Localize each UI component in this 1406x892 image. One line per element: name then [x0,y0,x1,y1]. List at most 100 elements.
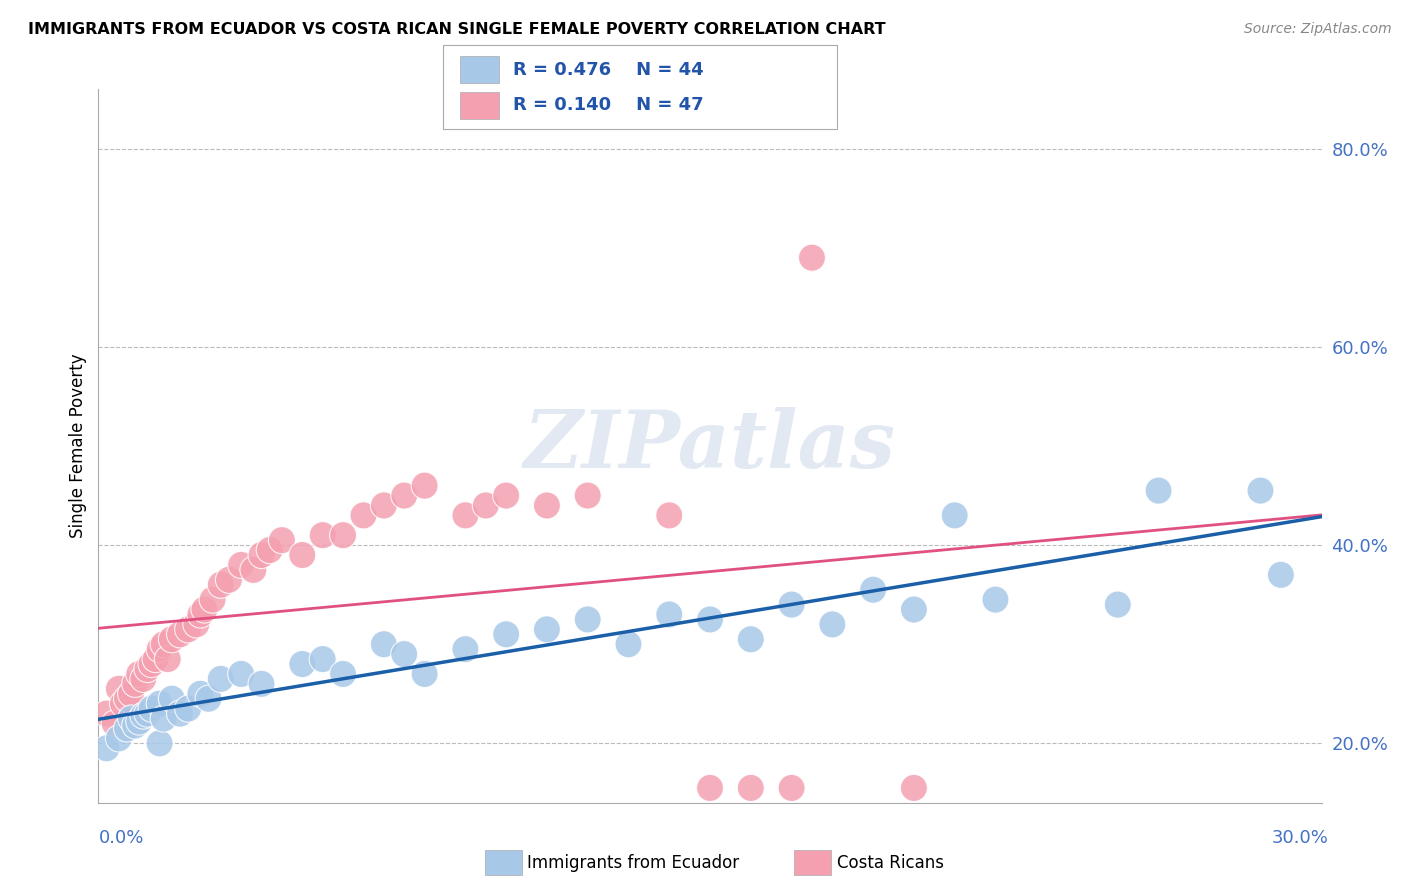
Ellipse shape [696,774,724,802]
Text: Costa Ricans: Costa Ricans [837,854,943,871]
Ellipse shape [101,710,128,737]
Ellipse shape [655,601,683,628]
Ellipse shape [150,705,177,732]
Ellipse shape [200,586,226,613]
Ellipse shape [129,665,156,692]
Ellipse shape [533,491,561,519]
Ellipse shape [228,660,254,688]
Text: 30.0%: 30.0% [1272,829,1329,847]
Ellipse shape [269,526,295,554]
Ellipse shape [614,631,643,657]
Ellipse shape [329,660,357,688]
Ellipse shape [900,596,928,624]
Ellipse shape [125,660,153,688]
Ellipse shape [288,650,316,678]
Ellipse shape [166,621,194,648]
Ellipse shape [900,774,928,802]
Ellipse shape [191,596,218,624]
Ellipse shape [187,681,214,707]
Ellipse shape [159,685,186,713]
Ellipse shape [655,502,683,529]
Ellipse shape [93,700,120,727]
Ellipse shape [256,536,283,564]
Ellipse shape [737,774,765,802]
Ellipse shape [195,685,222,713]
Ellipse shape [451,502,479,529]
Ellipse shape [1247,477,1274,504]
Text: ZIPatlas: ZIPatlas [524,408,896,484]
Ellipse shape [228,551,254,579]
Ellipse shape [150,631,177,657]
Ellipse shape [859,576,887,603]
Ellipse shape [207,665,235,692]
Text: 0.0%: 0.0% [98,829,143,847]
Ellipse shape [472,491,499,519]
Ellipse shape [118,705,145,732]
Ellipse shape [93,735,120,762]
Text: Source: ZipAtlas.com: Source: ZipAtlas.com [1244,22,1392,37]
Ellipse shape [138,695,165,723]
Ellipse shape [138,650,165,678]
Ellipse shape [778,591,806,618]
Ellipse shape [134,700,160,727]
Ellipse shape [574,606,602,633]
Ellipse shape [981,586,1010,613]
Ellipse shape [146,690,173,717]
Ellipse shape [122,712,149,739]
Ellipse shape [737,625,765,653]
Ellipse shape [288,541,316,568]
Ellipse shape [129,702,156,729]
Ellipse shape [166,700,194,727]
Ellipse shape [533,615,561,643]
Ellipse shape [159,625,186,653]
Ellipse shape [492,482,520,509]
Ellipse shape [215,566,242,593]
Text: R = 0.140    N = 47: R = 0.140 N = 47 [513,96,704,114]
Text: Immigrants from Ecuador: Immigrants from Ecuador [527,854,740,871]
Ellipse shape [207,571,235,599]
Ellipse shape [240,557,267,583]
Ellipse shape [146,730,173,757]
Text: IMMIGRANTS FROM ECUADOR VS COSTA RICAN SINGLE FEMALE POVERTY CORRELATION CHART: IMMIGRANTS FROM ECUADOR VS COSTA RICAN S… [28,22,886,37]
Ellipse shape [125,708,153,735]
Ellipse shape [187,601,214,628]
Ellipse shape [110,690,136,717]
Ellipse shape [114,685,141,713]
Ellipse shape [799,244,825,271]
Ellipse shape [146,636,173,663]
Ellipse shape [122,670,149,698]
Ellipse shape [309,646,336,673]
Ellipse shape [778,774,806,802]
Ellipse shape [142,646,169,673]
Ellipse shape [183,611,209,638]
Ellipse shape [370,491,398,519]
Ellipse shape [411,660,439,688]
Ellipse shape [247,541,276,568]
Ellipse shape [118,681,145,707]
Ellipse shape [370,631,398,657]
Ellipse shape [574,482,602,509]
Ellipse shape [134,656,160,682]
Ellipse shape [1144,477,1173,504]
Ellipse shape [451,636,479,663]
Ellipse shape [174,695,201,723]
Ellipse shape [411,472,439,500]
Ellipse shape [818,611,846,638]
Ellipse shape [155,646,181,673]
Ellipse shape [696,606,724,633]
Ellipse shape [114,714,141,742]
Ellipse shape [391,482,418,509]
Ellipse shape [350,502,377,529]
Ellipse shape [105,725,132,752]
Ellipse shape [247,670,276,698]
Ellipse shape [174,615,201,643]
Ellipse shape [309,522,336,549]
Ellipse shape [492,621,520,648]
Text: R = 0.476    N = 44: R = 0.476 N = 44 [513,61,704,78]
Ellipse shape [105,675,132,702]
Ellipse shape [391,640,418,668]
Y-axis label: Single Female Poverty: Single Female Poverty [69,354,87,538]
Ellipse shape [1267,561,1295,589]
Ellipse shape [1104,591,1132,618]
Ellipse shape [329,522,357,549]
